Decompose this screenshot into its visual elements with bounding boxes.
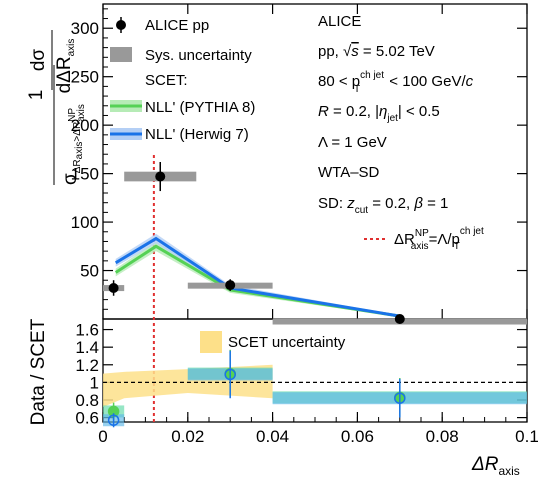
- ylabel-sigma-sub2: axis: [74, 142, 85, 160]
- ratio-panel: 0.60.811.21.41.6 0 0.02 0.04 0.06 0.08 0.1: [75, 321, 538, 446]
- data-point: [155, 171, 166, 182]
- ratio-point: [394, 392, 406, 404]
- ratio-ytick-label: 0.8: [75, 391, 99, 410]
- legend-scet-label: SCET:: [145, 72, 188, 89]
- ylabel-denominator: dΔR: [54, 56, 75, 93]
- scet-legend-label: SCET uncertainty: [228, 334, 346, 351]
- ratio-xtick-label: 0.04: [256, 427, 289, 446]
- top-ytick-label: 100: [71, 213, 99, 232]
- legend: ALICE pp Sys. uncertainty SCET: NLL' (PY…: [110, 17, 255, 143]
- top-ylabel: 1 dσ dΔRaxis σΔRaxis>ΔRNPaxis: [26, 30, 87, 185]
- legend-sys-swatch: [110, 47, 132, 62]
- data-point: [225, 280, 236, 291]
- herwig-curve: [114, 236, 401, 318]
- ylabel-denominator-sub: axis: [66, 39, 77, 57]
- ann-alice: ALICE: [318, 13, 361, 30]
- ratio-xtick-label: 0.02: [171, 427, 204, 446]
- ylabel-prefactor: 1: [26, 90, 47, 101]
- ylabel-sigma-sup: NP: [67, 108, 78, 122]
- ratio-ytick-label: 1: [90, 373, 99, 392]
- ann-wta: WTA–SD: [318, 164, 380, 181]
- ann-pt: 80 < pch jet T < 100 GeV/c: [318, 70, 474, 95]
- data-point: [108, 282, 119, 293]
- ratio-xtick-label: 0.08: [426, 427, 459, 446]
- ratio-xtick-label: 0.06: [341, 427, 374, 446]
- ann-radius: R = 0.2, |ηjet| < 0.5: [318, 103, 440, 124]
- ratio-ylabel: Data / SCET: [28, 318, 49, 425]
- ratio-point: [107, 414, 120, 426]
- ylabel-numerator: dσ: [28, 49, 49, 72]
- ann-energy: pp, √s = 5.02 TeV: [318, 43, 435, 60]
- scet-legend-swatch: [200, 331, 222, 353]
- ylabel-sigma-sub3: >ΔR: [72, 122, 83, 142]
- data-point: [394, 314, 405, 324]
- top-ytick-label: 300: [71, 19, 99, 38]
- ratio-point: [224, 368, 236, 381]
- ratio-xtick-label: 0: [98, 427, 107, 446]
- legend-np-label: ΔRNP axis=Λ/pch jet T: [394, 226, 484, 252]
- pythia-curve: [114, 244, 401, 318]
- herwig-band: [115, 233, 400, 318]
- legend-herwig-label: NLL' (Herwig 7): [145, 126, 249, 143]
- ann-lambda: Λ = 1 GeV: [318, 134, 387, 151]
- top-ytick-label: 200: [71, 116, 99, 135]
- annotations: ALICE pp, √s = 5.02 TeV 80 < pch jet T < …: [318, 13, 484, 252]
- xlabel: ΔRaxis: [471, 454, 520, 478]
- ratio-xtick-label: 0.1: [515, 427, 539, 446]
- ylabel-sigma-sub: ΔR: [72, 159, 83, 173]
- top-ytick-label: 150: [71, 165, 99, 184]
- ratio-ytick-label: 1.4: [75, 338, 99, 357]
- top-panel: 50 100 150 200 250 300: [71, 4, 528, 422]
- legend-data-label: ALICE pp: [145, 17, 209, 34]
- svg-text:dΔRaxis: dΔRaxis: [54, 39, 77, 94]
- top-ytick-label: 250: [71, 68, 99, 87]
- top-ytick-label: 50: [80, 262, 99, 281]
- pythia-band: [115, 241, 400, 318]
- ratio-ytick-label: 0.6: [75, 409, 99, 428]
- ratio-ytick-label: 1.2: [75, 356, 99, 375]
- ann-sd: SD: zcut = 0.2, β = 1: [318, 195, 448, 216]
- ratio-ytick-label: 1.6: [75, 321, 99, 340]
- svg-text:σΔRaxis>ΔRNPaxis: σΔRaxis>ΔRNPaxis: [60, 104, 87, 185]
- legend-sys-label: Sys. uncertainty: [145, 47, 252, 64]
- xlabel-main: ΔR: [471, 454, 499, 475]
- ylabel-sigma-sub4: axis: [76, 104, 87, 122]
- xlabel-sub: axis: [498, 464, 519, 478]
- legend-pythia-label: NLL' (PYTHIA 8): [145, 99, 255, 116]
